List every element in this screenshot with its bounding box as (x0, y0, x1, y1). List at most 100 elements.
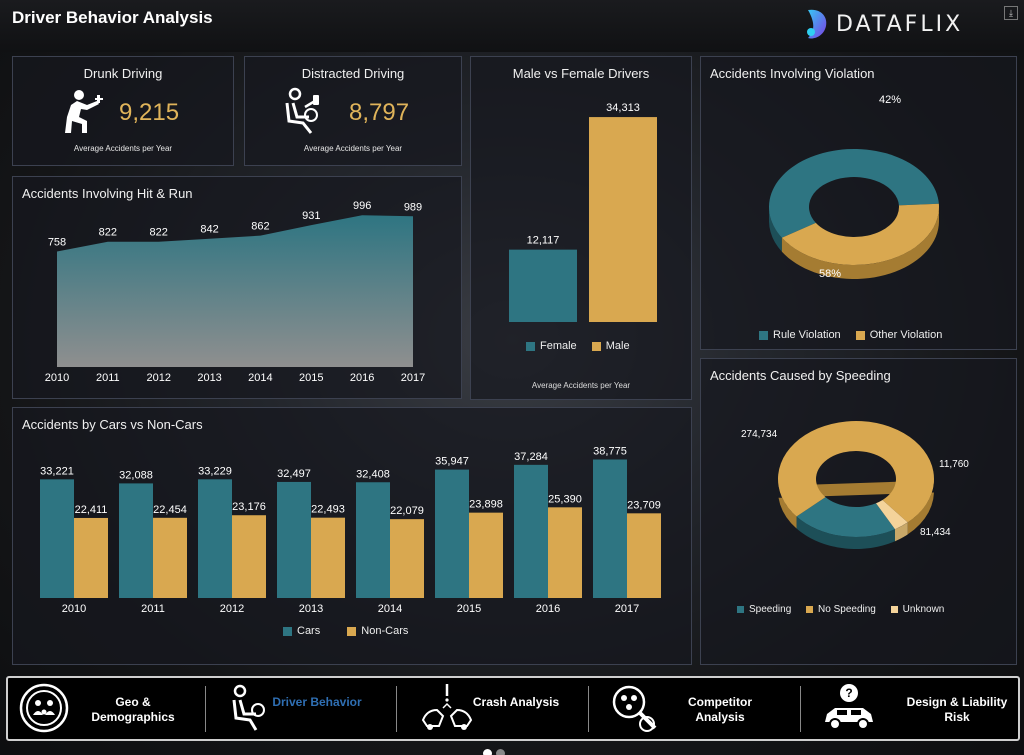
gender-panel: Male vs Female Drivers 12,117 34,313 Fema… (470, 56, 692, 400)
nav-label: Geo & Demographics (91, 695, 175, 724)
legend-noncars: Non-Cars (347, 625, 408, 637)
legend-label: Female (540, 340, 577, 352)
legend-label: Rule Violation (773, 329, 841, 341)
bar-male (589, 117, 657, 322)
bar-cars (198, 479, 232, 598)
data-label: 38,775 (593, 446, 627, 458)
legend-female: Female (526, 340, 577, 352)
donut-hole (816, 456, 896, 512)
x-tick-label: 2011 (96, 372, 120, 384)
data-label: 25,390 (548, 493, 582, 505)
gender-chart: 12,117 34,313 (509, 102, 657, 322)
bar-cars (277, 481, 311, 598)
bar-cars (435, 469, 469, 598)
legend-label: Other Violation (869, 329, 943, 341)
area-series (57, 215, 413, 367)
chart-title: Male vs Female Drivers (512, 66, 650, 81)
chart-title: Accidents by Cars vs Non-Cars (22, 417, 203, 432)
brand-logo: DATAFLIX (802, 6, 1002, 42)
nav-design-liability[interactable]: ? Design & Liability Risk (801, 678, 1018, 739)
nav-driver-behavior[interactable]: Driver Behavior (206, 678, 394, 739)
bar-non-cars (232, 515, 266, 598)
x-tick-label: 2014 (248, 372, 272, 384)
slice-side (781, 207, 939, 279)
speeding-legend: Speeding No Speeding Unknown (737, 604, 956, 615)
bar-cars (40, 479, 74, 598)
x-tick-label: 2014 (378, 603, 402, 615)
slice-label: 81,434 (920, 527, 951, 538)
chart-title: Accidents Caused by Speeding (710, 368, 891, 383)
data-label: 931 (302, 210, 320, 222)
nav-crash-analysis[interactable]: Crash Analysis (397, 678, 587, 739)
title-bar: Driver Behavior Analysis DATAFLIX ⤓ (0, 0, 1024, 52)
slice-side (796, 516, 895, 549)
x-tick-label: 2012 (220, 603, 244, 615)
nav-competitor-analysis[interactable]: Competitor Analysis (589, 678, 799, 739)
driver-icon (232, 684, 265, 731)
bar-non-cars (390, 519, 424, 598)
nav-geo-demographics[interactable]: Geo & Demographics (8, 678, 204, 739)
x-tick-label: 2013 (299, 603, 323, 615)
gender-footer: Average Accidents per Year (531, 381, 631, 390)
page-title: Driver Behavior Analysis (12, 8, 213, 27)
kpi-value: 9,215 (119, 99, 180, 126)
data-label: 32,408 (356, 468, 390, 480)
demographics-icon (19, 683, 69, 733)
legend-label: No Speeding (818, 604, 876, 615)
page-dot[interactable] (496, 749, 505, 755)
bottom-nav: Geo & Demographics Driver Behavior Crash… (6, 676, 1020, 741)
x-tick-label: 2017 (615, 603, 639, 615)
slice-other-violation (781, 203, 939, 265)
slice-no-speeding (778, 421, 934, 523)
nav-divider (205, 686, 206, 732)
competitor-icon (612, 685, 657, 732)
bar-cars (514, 464, 548, 598)
kpi-value: 8,797 (349, 99, 410, 126)
data-label: 22,079 (390, 505, 424, 517)
nav-label: Competitor Analysis (688, 695, 752, 724)
nav-label: Design & Liability Risk (906, 695, 1008, 724)
data-label: 32,497 (277, 468, 311, 480)
data-label: 758 (48, 236, 66, 248)
distracted-driver-icon (285, 87, 319, 134)
nav-divider (588, 686, 589, 732)
legend-label: Speeding (749, 604, 792, 615)
data-label: 22,411 (75, 504, 108, 516)
data-label: 996 (353, 200, 371, 212)
x-tick-label: 2012 (146, 372, 170, 384)
kpi-title: Drunk Driving (83, 66, 163, 81)
data-label: 822 (99, 227, 117, 239)
data-label: 34,313 (606, 102, 640, 114)
download-icon[interactable]: ⤓ (1004, 6, 1018, 20)
violation-chart: 58% 42% (769, 94, 939, 280)
donut-hole (809, 183, 899, 243)
slice-side (769, 207, 782, 252)
data-label: 23,709 (627, 499, 661, 511)
bar-non-cars (311, 517, 345, 598)
legend-no-speeding: No Speeding (806, 604, 876, 615)
x-tick-label: 2010 (45, 372, 69, 384)
data-label: 33,221 (40, 465, 74, 477)
legend-label: Male (605, 340, 630, 352)
bar-female (509, 249, 577, 322)
bar-non-cars (469, 512, 503, 598)
legend-unknown: Unknown (890, 604, 944, 615)
hit-run-chart: 758 2010 822 2011 822 2012 842 2013 862 2014 931 20… (45, 200, 425, 384)
hit-run-panel: Accidents Involving Hit & Run 758 2010 822… (12, 176, 462, 399)
bar-cars (119, 483, 153, 598)
crash-icon (421, 684, 473, 730)
slice-label: 42% (879, 94, 901, 106)
data-label: 33,229 (198, 465, 232, 477)
cars-chart: 33,221 22,411 2010 32,088 22,454 2011 33,229 23… (40, 446, 661, 615)
data-label: 23,898 (469, 499, 503, 511)
page-dot-active[interactable] (483, 749, 492, 755)
speeding-chart: 81,434 274,734 11,760 (741, 421, 969, 549)
bar-cars (356, 482, 390, 598)
data-label: 842 (200, 224, 218, 236)
data-label: 12,117 (527, 235, 560, 247)
nav-divider (800, 686, 801, 732)
data-label: 862 (251, 221, 269, 233)
data-label: 989 (404, 201, 422, 213)
violation-legend: Rule Violation Other Violation (759, 329, 954, 341)
nav-label: Crash Analysis (472, 695, 560, 709)
